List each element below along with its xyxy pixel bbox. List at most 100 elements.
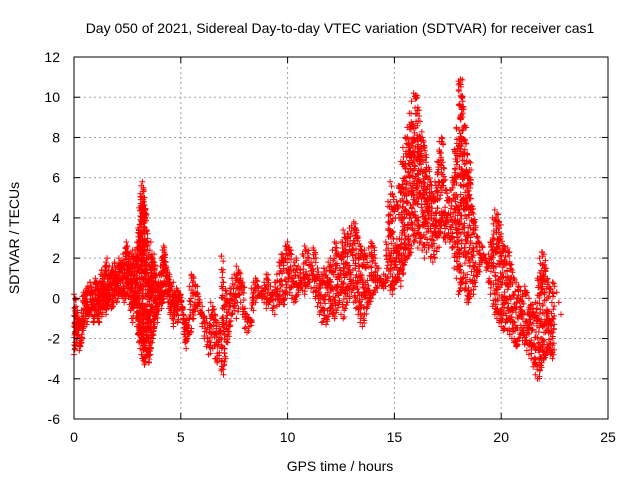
data-point (455, 237, 462, 244)
data-point (528, 337, 535, 344)
data-point (512, 309, 519, 316)
data-point (263, 295, 270, 302)
data-point (237, 275, 244, 282)
data-point (363, 310, 370, 317)
data-point (520, 300, 527, 307)
data-point (431, 240, 438, 247)
data-point (456, 288, 463, 295)
data-point (223, 315, 230, 322)
data-point (426, 168, 433, 175)
x-tick-label: 0 (70, 429, 78, 445)
data-point (166, 271, 173, 278)
data-point (545, 308, 552, 315)
data-point (121, 299, 128, 306)
data-point (539, 301, 546, 308)
data-point (360, 315, 367, 322)
data-point (434, 158, 441, 165)
data-point (499, 269, 506, 276)
data-point (550, 340, 557, 347)
data-point (147, 239, 154, 246)
data-point (131, 289, 138, 296)
data-point (503, 318, 510, 325)
data-point (353, 235, 360, 242)
data-point (265, 286, 272, 293)
data-point (414, 104, 421, 111)
data-point (282, 243, 289, 250)
data-point (551, 303, 558, 310)
data-point (250, 307, 257, 314)
data-point (365, 298, 372, 305)
data-point (183, 345, 190, 352)
data-point (137, 287, 144, 294)
data-point (541, 338, 548, 345)
data-point (467, 181, 474, 188)
data-point (253, 277, 260, 284)
data-point (549, 349, 556, 356)
data-point (453, 258, 460, 265)
data-point (458, 165, 465, 172)
data-point (408, 142, 415, 149)
data-point (466, 158, 473, 165)
data-point (355, 289, 362, 296)
data-point (415, 107, 422, 114)
data-point (464, 199, 471, 206)
data-point (541, 291, 548, 298)
data-point (538, 316, 545, 323)
data-point (318, 319, 325, 326)
y-tick-label: 10 (44, 89, 60, 105)
data-point (223, 338, 230, 345)
data-point (218, 266, 225, 273)
data-point (366, 263, 373, 270)
data-point (511, 319, 518, 326)
data-point (548, 299, 555, 306)
data-point (415, 222, 422, 229)
data-point (543, 307, 550, 314)
data-point (551, 321, 558, 328)
data-point (462, 213, 469, 220)
data-point (458, 111, 465, 118)
data-point (448, 234, 455, 241)
data-point (411, 238, 418, 245)
data-point (391, 285, 398, 292)
data-point (344, 253, 351, 260)
data-point (399, 144, 406, 151)
data-point (423, 154, 430, 161)
data-point (221, 306, 228, 313)
data-point (423, 173, 430, 180)
data-point (242, 324, 249, 331)
data-point (397, 277, 404, 284)
data-point (340, 280, 347, 287)
data-point (469, 203, 476, 210)
data-point (513, 299, 520, 306)
data-point (520, 327, 527, 334)
data-point (327, 255, 334, 262)
data-point (462, 160, 469, 167)
data-point (408, 204, 415, 211)
data-point (500, 324, 507, 331)
data-point (414, 92, 421, 99)
data-point (347, 230, 354, 237)
data-point (149, 305, 156, 312)
data-point (434, 205, 441, 212)
data-point (176, 292, 183, 299)
data-point (531, 342, 538, 349)
data-point (489, 237, 496, 244)
data-point (184, 321, 191, 328)
data-point (455, 291, 462, 298)
data-point (408, 121, 415, 128)
grid-lines (74, 57, 608, 419)
data-point (539, 272, 546, 279)
data-point (504, 268, 511, 275)
y-axis-label: SDTVAR / TECUs (6, 182, 22, 294)
data-point (184, 327, 191, 334)
data-point (94, 292, 101, 299)
data-point (544, 275, 551, 282)
data-point (388, 240, 395, 247)
data-point (297, 267, 304, 274)
data-point (300, 253, 307, 260)
data-point (148, 339, 155, 346)
data-point (254, 278, 261, 285)
data-point (429, 259, 436, 266)
data-point (412, 111, 419, 118)
